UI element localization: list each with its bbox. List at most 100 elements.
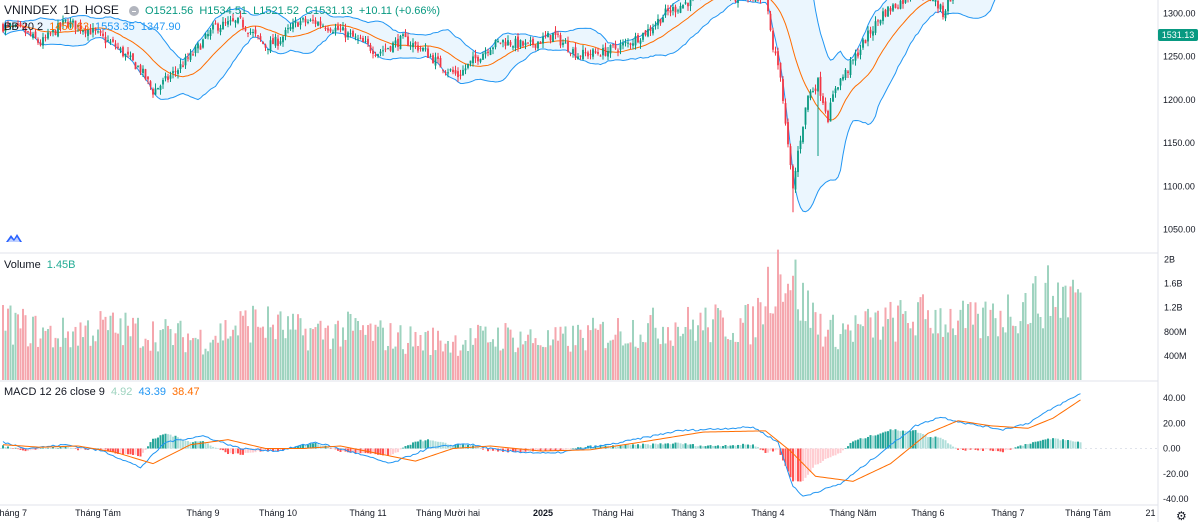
volume-legend[interactable]: Volume 1.45B [4, 258, 79, 272]
macd-histogram-bar [1050, 439, 1052, 448]
candle-body [300, 21, 302, 25]
volume-bar [490, 342, 492, 380]
volume-bar [730, 340, 732, 380]
volume-bar [987, 336, 989, 380]
volume-bar [190, 340, 192, 380]
volume-bar [750, 344, 752, 380]
volume-bar [1037, 314, 1039, 380]
macd-histogram-bar [7, 446, 9, 448]
candle-body [107, 40, 109, 41]
candle-body [945, 11, 947, 18]
macd-histogram-bar [137, 449, 139, 457]
candle-body [392, 43, 394, 52]
volume-bar [482, 331, 484, 380]
volume-bar [892, 318, 894, 380]
volume-bar [737, 342, 739, 380]
macd-histogram-bar [935, 437, 937, 449]
macd-histogram-bar [395, 449, 397, 453]
macd-histogram-bar [407, 445, 409, 448]
macd-histogram-bar [962, 449, 964, 450]
candle-body [102, 34, 104, 36]
volume-bar [845, 329, 847, 380]
candle [547, 31, 549, 37]
volume-bar [1005, 332, 1007, 380]
volume-bar [915, 335, 917, 380]
symbol-name[interactable]: VNINDEX [4, 3, 57, 17]
macd-histogram-bar [632, 444, 634, 448]
macd-histogram-bar [37, 449, 39, 450]
candle [827, 110, 829, 124]
macd-histogram-bar [1015, 447, 1017, 448]
volume-bar [407, 343, 409, 380]
macd-histogram-bar [230, 449, 232, 454]
macd-histogram-bar [1052, 438, 1054, 448]
volume-bar [1080, 293, 1082, 380]
tradingview-logo-icon[interactable] [5, 231, 23, 245]
macd-histogram-bar [882, 433, 884, 449]
interval[interactable]: 1D [63, 3, 78, 17]
time-axis-label: Tháng 4 [751, 508, 784, 518]
macd-histogram-bar [360, 449, 362, 454]
macd-histogram-bar [750, 445, 752, 448]
candle-body [867, 31, 869, 42]
volume-bar [687, 307, 689, 380]
volume-bar [225, 320, 227, 380]
candle-body [855, 54, 857, 61]
candle-body [435, 57, 437, 65]
collapse-icon[interactable] [129, 6, 139, 16]
volume-bar [545, 347, 547, 380]
candle [865, 40, 867, 44]
macd-histogram-bar [62, 447, 64, 449]
settings-gear-icon[interactable]: ⚙ [1176, 509, 1187, 523]
candle-body [805, 108, 807, 125]
candle [122, 46, 124, 58]
candle-body [845, 70, 847, 78]
candle-body [492, 47, 494, 49]
candle-body [735, 0, 737, 1]
volume-bar [927, 310, 929, 380]
volume-bar [1060, 318, 1062, 380]
candle-body [137, 66, 139, 67]
candle-body [470, 61, 472, 64]
volume-bar [650, 315, 652, 380]
candle-body [802, 127, 804, 142]
volume-bar [435, 350, 437, 380]
candle-body [877, 20, 879, 21]
macd-histogram-bar [775, 449, 777, 451]
candle [377, 54, 379, 58]
volume-bar [607, 343, 609, 380]
candle [792, 164, 794, 212]
macd-histogram-bar [770, 449, 772, 451]
time-axis-label: Tháng 10 [259, 508, 297, 518]
volume-bar [1050, 316, 1052, 380]
bb-legend[interactable]: BB 20 2 1450.63 1553.35 1347.90 [4, 20, 184, 34]
bb-label: BB 20 2 [4, 21, 43, 33]
volume-bar [952, 328, 954, 380]
candle-body [472, 56, 474, 63]
candle-body [127, 52, 129, 55]
volume-bar [535, 338, 537, 380]
volume-bar [457, 356, 459, 380]
volume-bar [95, 341, 97, 380]
volume-bar [362, 325, 364, 380]
volume-bar [630, 342, 632, 380]
macd-histogram-bar [952, 447, 954, 449]
volume-bar [5, 331, 7, 380]
candle-body [395, 40, 397, 43]
macd-axis-label: -40.00 [1163, 494, 1189, 504]
candle-body [120, 48, 122, 50]
candle-body [547, 33, 549, 37]
candle [132, 53, 134, 61]
macd-legend[interactable]: MACD 12 26 close 9 4.92 43.39 38.47 [4, 385, 203, 399]
macd-histogram-bar [620, 446, 622, 449]
candle-body [832, 94, 834, 101]
macd-histogram-bar [810, 449, 812, 473]
volume-bar [415, 332, 417, 380]
candle-body [317, 22, 319, 26]
macd-histogram-bar [695, 446, 697, 448]
candle-body [380, 52, 382, 54]
volume-bar [955, 335, 957, 380]
macd-histogram-bar [745, 445, 747, 449]
volume-bar [562, 334, 564, 380]
